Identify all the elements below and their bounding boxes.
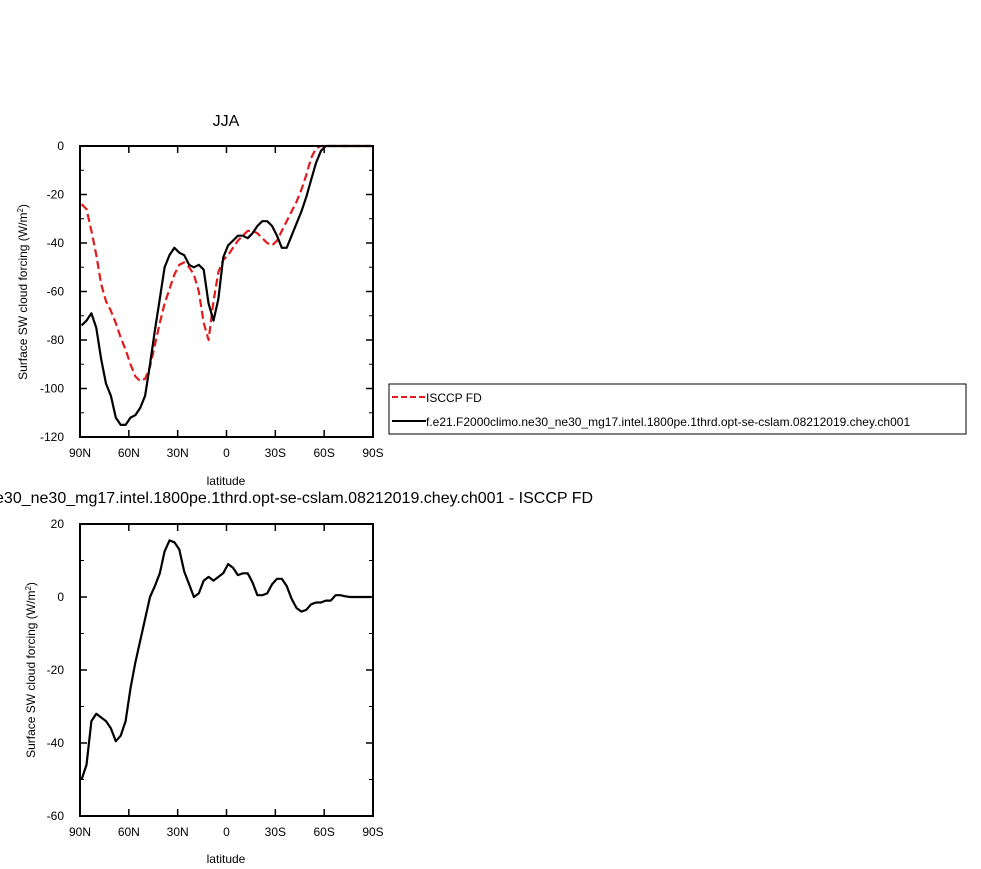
bottom-y-tick-label: 20	[51, 517, 65, 531]
legend-box	[388, 383, 967, 435]
legend-label-model: f.e21.F2000climo.ne30_ne30_mg17.intel.18…	[426, 415, 910, 429]
bottom-x-tick-label: 90N	[69, 825, 91, 839]
top-series-line-2	[80, 144, 372, 426]
bottom-y-tick-label: -40	[47, 736, 65, 750]
bottom-y-tick-label: 0	[57, 590, 64, 604]
top-y-tick-label: -80	[47, 333, 65, 347]
bottom-x-axis-label: latitude	[207, 852, 246, 866]
bottom-x-tick-label: 60S	[313, 825, 334, 839]
top-y-axis-label-main: Surface SW cloud forcing (W/m	[16, 213, 30, 380]
legend-label-isccp-fd: ISCCP FD	[426, 391, 482, 405]
bottom-y-tick-label: -60	[47, 809, 65, 823]
bottom-x-tick-label: 0	[223, 825, 230, 839]
top-y-tick-label: -40	[47, 236, 65, 250]
top-x-tick-label: 30S	[265, 446, 286, 460]
bottom-panel: f.e21.F2000climo.ne30_ne30_mg17.intel.18…	[0, 490, 593, 866]
top-series-line-1	[80, 144, 372, 383]
bottom-x-tick-label: 30N	[167, 825, 189, 839]
bottom-y-axis-label-sup: 2	[24, 586, 33, 591]
top-x-tick-label: 60N	[118, 446, 140, 460]
top-x-tick-label: 0	[223, 446, 230, 460]
bottom-y-axis-label-close: )	[24, 582, 38, 586]
bottom-x-tick-label: 30S	[265, 825, 286, 839]
bottom-y-axis-label: Surface SW cloud forcing (W/m2)	[24, 582, 39, 758]
top-plot-frame	[79, 145, 374, 438]
top-chart-title: JJA	[213, 113, 240, 130]
top-y-tick-label: 0	[57, 139, 64, 153]
bottom-x-tick-label: 60N	[118, 825, 140, 839]
top-y-tick-label: -60	[47, 285, 65, 299]
top-y-axis-label-sup: 2	[16, 208, 25, 213]
top-y-axis-label: Surface SW cloud forcing (W/m2)	[16, 204, 31, 380]
bottom-y-tick-label: -20	[47, 663, 65, 677]
top-plot-area: 90N 60N 30N 0 30S 60S 90S 0 -20 -40 -60 -80 -100 -120	[40, 139, 384, 460]
top-x-tick-label: 60S	[313, 446, 334, 460]
top-x-tick-label: 90S	[362, 446, 383, 460]
bottom-chart-title: f.e21.F2000climo.ne30_ne30_mg17.intel.18…	[0, 490, 593, 507]
bottom-y-axis-label-main: Surface SW cloud forcing (W/m	[24, 591, 38, 758]
top-x-axis-label: latitude	[207, 474, 246, 488]
top-y-axis-label-close: )	[16, 204, 30, 208]
bottom-series-line-1	[80, 539, 372, 780]
top-y-tick-label: -100	[40, 382, 64, 396]
bottom-plot-area: 90N 60N 30N 0 30S 60S 90S 20 0 -20 -40 -60	[47, 517, 384, 839]
bottom-x-tick-label: 90S	[362, 825, 383, 839]
top-y-tick-label: -20	[47, 188, 65, 202]
legend: ISCCP FD f.e21.F2000climo.ne30_ne30_mg17…	[388, 383, 967, 435]
top-x-tick-label: 30N	[167, 446, 189, 460]
top-x-tick-label: 90N	[69, 446, 91, 460]
top-panel: JJA 90N 60N 30N 0 30S 60S 90S 0 -20 -40 -60 -80 -100…	[16, 113, 384, 488]
top-y-tick-label: -120	[40, 430, 64, 444]
